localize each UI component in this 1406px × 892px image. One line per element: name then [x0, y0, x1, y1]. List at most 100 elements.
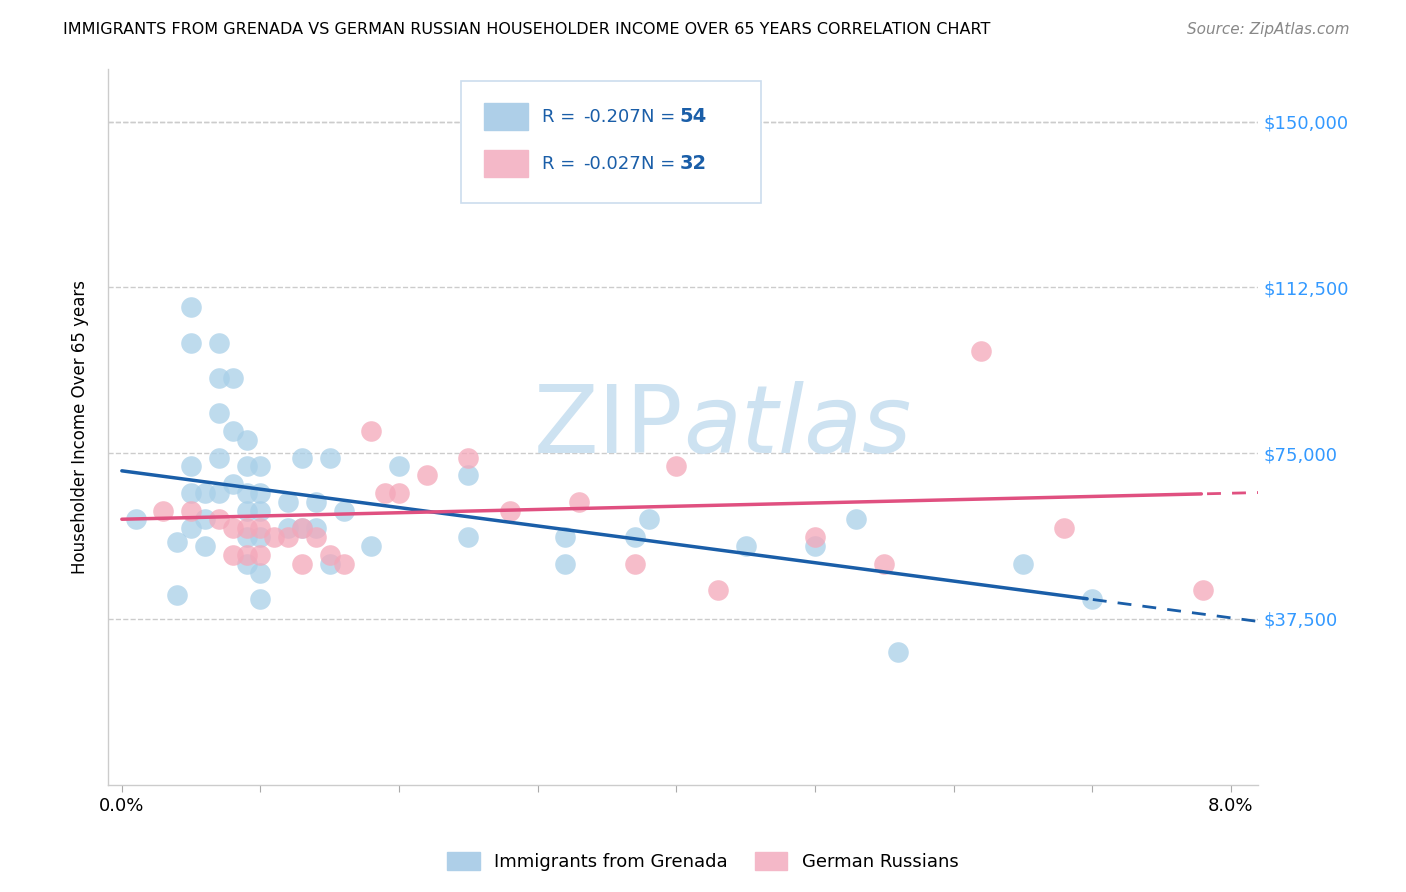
Point	[1053, 521, 1076, 535]
Point	[457, 468, 479, 483]
Point	[249, 459, 271, 474]
Point	[707, 583, 730, 598]
Text: 54: 54	[679, 107, 707, 126]
Point	[1011, 557, 1033, 571]
Text: -0.027: -0.027	[583, 155, 641, 173]
Point	[277, 530, 299, 544]
Text: N =: N =	[641, 155, 681, 173]
Point	[305, 495, 328, 509]
Point	[305, 521, 328, 535]
Text: R =: R =	[541, 155, 581, 173]
Point	[249, 592, 271, 607]
Point	[249, 548, 271, 562]
Point	[194, 539, 217, 553]
Point	[804, 539, 827, 553]
Point	[291, 521, 314, 535]
Point	[291, 450, 314, 465]
Point	[554, 557, 576, 571]
Point	[235, 503, 257, 517]
Point	[665, 459, 688, 474]
Point	[222, 521, 245, 535]
Point	[249, 566, 271, 580]
Point	[235, 459, 257, 474]
Point	[374, 486, 396, 500]
Point	[180, 459, 202, 474]
Point	[319, 450, 342, 465]
Point	[332, 557, 354, 571]
Point	[222, 548, 245, 562]
Point	[1192, 583, 1215, 598]
Point	[152, 503, 174, 517]
Text: atlas: atlas	[683, 381, 911, 472]
Point	[235, 486, 257, 500]
Point	[222, 371, 245, 385]
Text: ZIP: ZIP	[534, 381, 683, 473]
Point	[180, 335, 202, 350]
Point	[180, 486, 202, 500]
Point	[194, 512, 217, 526]
Point	[208, 335, 231, 350]
Bar	[484, 150, 527, 178]
Point	[568, 495, 591, 509]
Point	[332, 503, 354, 517]
Point	[208, 406, 231, 420]
Text: Source: ZipAtlas.com: Source: ZipAtlas.com	[1187, 22, 1350, 37]
FancyBboxPatch shape	[461, 80, 762, 203]
Text: IMMIGRANTS FROM GRENADA VS GERMAN RUSSIAN HOUSEHOLDER INCOME OVER 65 YEARS CORRE: IMMIGRANTS FROM GRENADA VS GERMAN RUSSIA…	[63, 22, 991, 37]
Point	[208, 512, 231, 526]
Point	[887, 645, 910, 659]
Point	[388, 459, 411, 474]
Point	[180, 503, 202, 517]
Point	[388, 486, 411, 500]
Point	[291, 521, 314, 535]
Point	[166, 534, 188, 549]
Text: N =: N =	[641, 108, 681, 126]
Point	[305, 530, 328, 544]
Point	[623, 557, 645, 571]
Point	[208, 486, 231, 500]
Point	[623, 530, 645, 544]
Y-axis label: Householder Income Over 65 years: Householder Income Over 65 years	[72, 279, 89, 574]
Point	[222, 424, 245, 438]
Point	[360, 424, 382, 438]
Point	[277, 521, 299, 535]
Point	[873, 557, 896, 571]
Point	[235, 548, 257, 562]
Point	[734, 539, 756, 553]
Point	[526, 186, 548, 200]
Point	[235, 521, 257, 535]
Point	[1081, 592, 1104, 607]
Bar	[484, 103, 527, 130]
Point	[235, 557, 257, 571]
Point	[180, 521, 202, 535]
Text: -0.207: -0.207	[583, 108, 641, 126]
Point	[499, 503, 522, 517]
Point	[319, 548, 342, 562]
Point	[360, 539, 382, 553]
Point	[554, 530, 576, 544]
Point	[180, 300, 202, 314]
Point	[277, 495, 299, 509]
Point	[249, 521, 271, 535]
Point	[804, 530, 827, 544]
Point	[235, 530, 257, 544]
Point	[457, 530, 479, 544]
Point	[845, 512, 868, 526]
Point	[208, 450, 231, 465]
Point	[249, 503, 271, 517]
Point	[194, 486, 217, 500]
Point	[235, 433, 257, 447]
Point	[222, 477, 245, 491]
Legend: Immigrants from Grenada, German Russians: Immigrants from Grenada, German Russians	[440, 845, 966, 879]
Text: R =: R =	[541, 108, 581, 126]
Text: 32: 32	[679, 154, 707, 173]
Point	[457, 450, 479, 465]
Point	[166, 588, 188, 602]
Point	[263, 530, 285, 544]
Point	[637, 512, 659, 526]
Point	[208, 371, 231, 385]
Point	[249, 530, 271, 544]
Point	[319, 557, 342, 571]
Point	[249, 486, 271, 500]
Point	[291, 557, 314, 571]
